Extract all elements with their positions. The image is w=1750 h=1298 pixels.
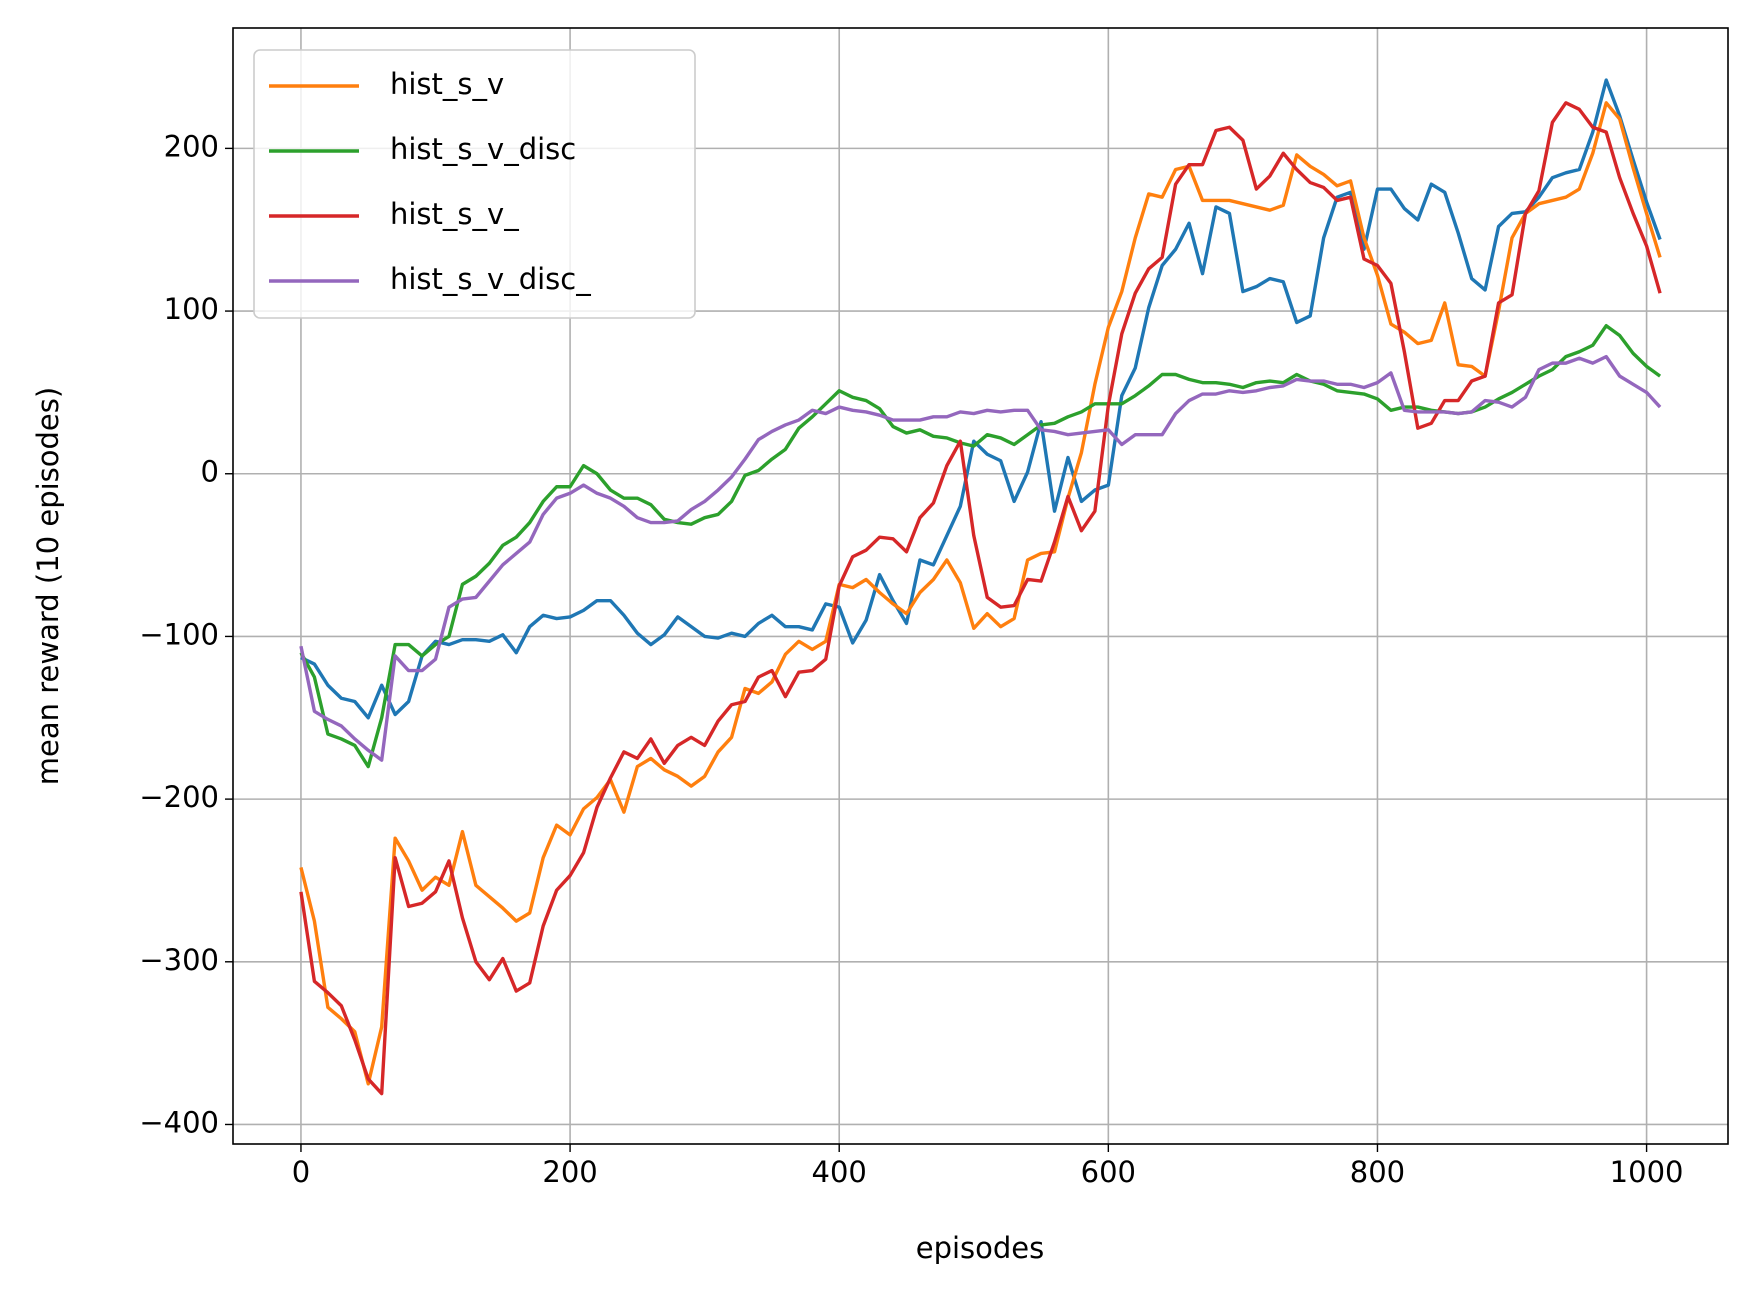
series-line — [300, 78, 1662, 720]
series-line — [299, 101, 1662, 1096]
legend-label: hist_s_v_ — [390, 197, 519, 231]
x-tick-label: 1000 — [1610, 1155, 1684, 1189]
legend-label: hist_s_v_disc_ — [390, 262, 591, 296]
y-tick-label: 100 — [164, 292, 219, 326]
legend-label: hist_s_v_disc — [390, 132, 576, 166]
x-tick-label: 0 — [292, 1155, 310, 1189]
y-tick-label: −400 — [139, 1105, 219, 1139]
y-axis-label: mean reward (10 episodes) — [31, 387, 65, 785]
ticks: 0 200 400 600 800 1000 −400 −300 −200 −100 0 100 200 — [139, 129, 1683, 1189]
x-tick-label: 200 — [542, 1155, 597, 1189]
x-tick-label: 800 — [1350, 1155, 1405, 1189]
x-axis-label: episodes — [916, 1231, 1045, 1265]
y-tick-label: 0 — [201, 455, 219, 489]
y-tick-label: −200 — [139, 780, 219, 814]
x-tick-label: 600 — [1081, 1155, 1136, 1189]
plot-frame — [232, 27, 1729, 1145]
y-tick-label: −100 — [139, 617, 219, 651]
plot-lines — [299, 78, 1662, 1096]
series-line — [299, 324, 1662, 769]
y-tick-label: 200 — [164, 129, 219, 163]
series-line — [299, 354, 1662, 762]
series-line — [299, 101, 1662, 1086]
legend-label: hist_s_v — [390, 67, 504, 101]
x-tick-label: 400 — [812, 1155, 867, 1189]
legend: hist_s_v hist_s_v_disc hist_s_v_ hist_s_v_d… — [253, 49, 696, 319]
legend-box — [253, 49, 696, 319]
y-tick-label: −300 — [139, 943, 219, 977]
